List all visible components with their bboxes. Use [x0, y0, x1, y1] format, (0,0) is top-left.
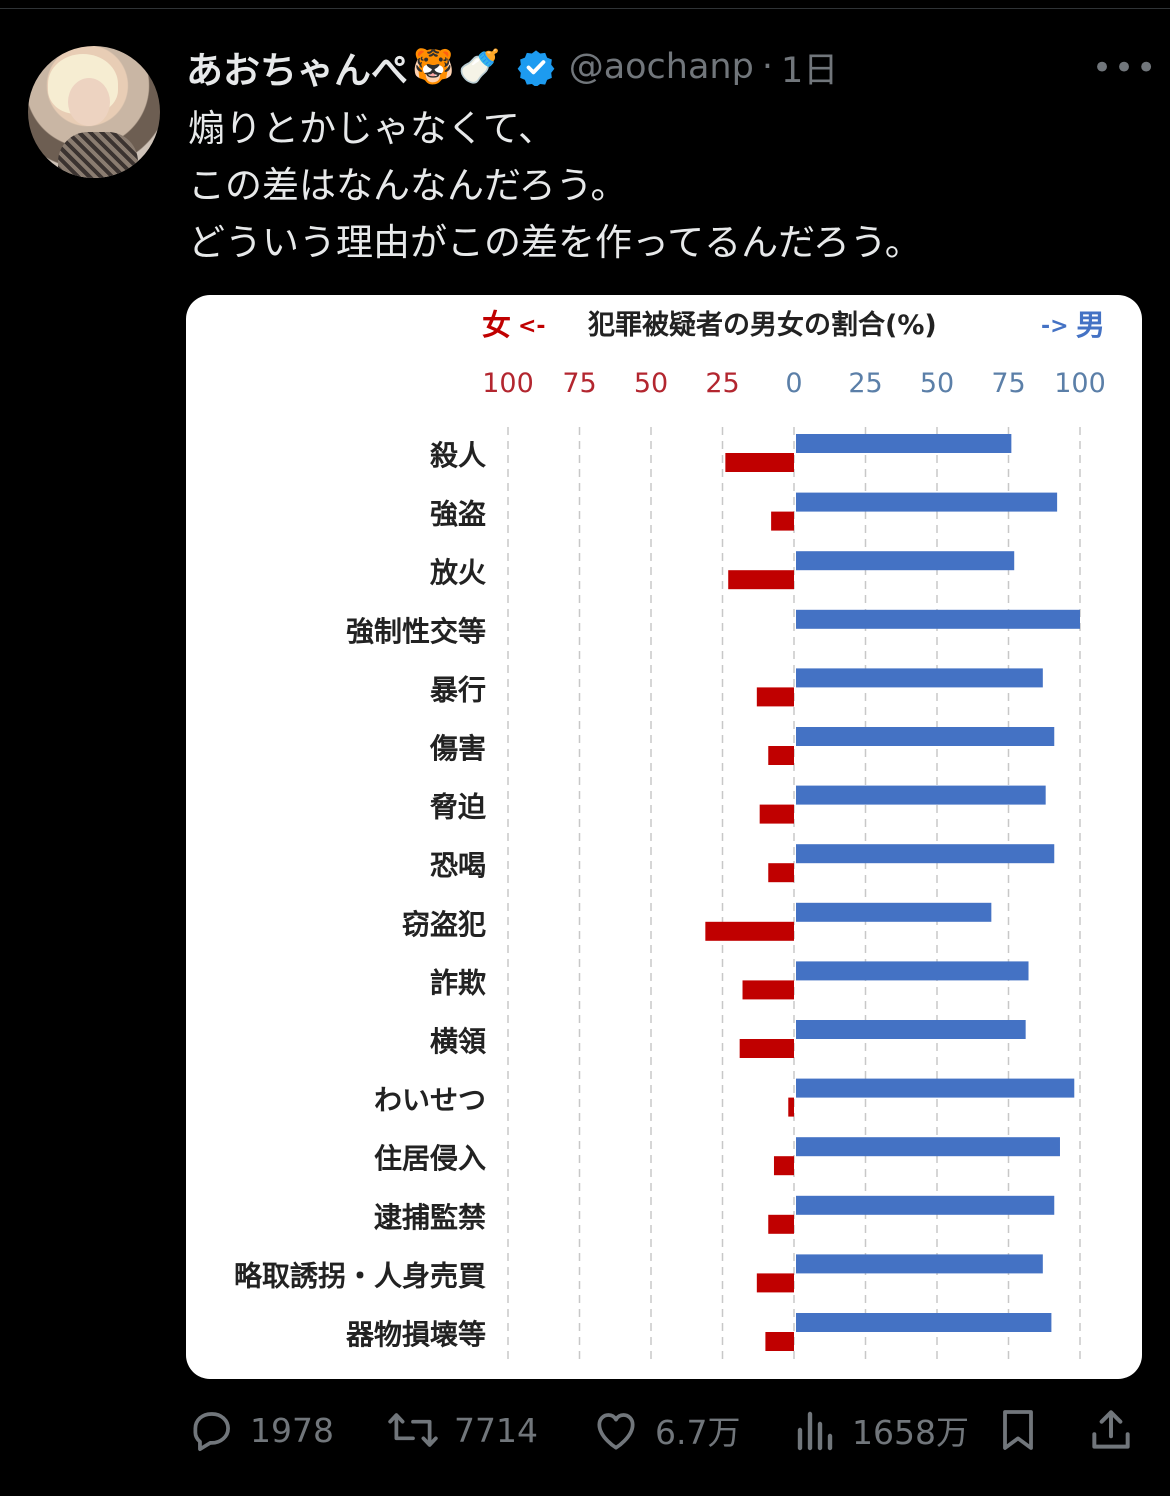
baby-bottle-emoji: 🍼 [458, 47, 501, 87]
male-bar [796, 434, 1012, 453]
heart-icon [597, 1413, 635, 1450]
female-bar [705, 921, 794, 941]
male-bar [796, 961, 1029, 981]
retweet-count: 7714 [454, 1410, 538, 1450]
category-label: 詐欺 [430, 966, 486, 999]
timestamp[interactable]: 1日 [780, 50, 839, 91]
male-bar [796, 1078, 1075, 1098]
female-bar [788, 1097, 794, 1117]
female-tick-label: 25 [705, 368, 739, 399]
reply-button[interactable]: 1978 [186, 1398, 334, 1462]
male-tick-label: 100 [1054, 368, 1106, 399]
category-label: 脅迫 [429, 791, 486, 824]
share-icon [1092, 1410, 1130, 1449]
avatar-clothing [58, 132, 138, 178]
retweet-icon [388, 1413, 438, 1447]
tweet-line-1: 煽りとかじゃなくて、 [188, 107, 556, 150]
chart-image[interactable]: 女 <- 犯罪被疑者の男女の割合(%) -> 男 100 75 50 25 0 25 50 7… [186, 295, 1142, 1379]
bookmark-button[interactable] [994, 1398, 1042, 1462]
top-divider [0, 8, 1170, 9]
category-label: 器物損壊等 [345, 1318, 486, 1351]
category-label: 放火 [429, 556, 486, 589]
male-tick-label: 0 [785, 368, 802, 399]
male-bar [796, 492, 1058, 512]
female-bar [728, 570, 794, 590]
male-bar [796, 844, 1055, 864]
views-count: 1658万 [852, 1413, 969, 1452]
female-bar [768, 863, 794, 883]
reply-count: 1978 [250, 1410, 334, 1450]
category-label: 強制性交等 [346, 615, 486, 648]
female-bar [768, 746, 794, 765]
male-bar [796, 1254, 1043, 1274]
male-bar [796, 551, 1015, 571]
female-bar [768, 1214, 794, 1234]
male-bar [796, 668, 1043, 688]
category-label: 恐喝 [430, 849, 486, 882]
views-icon [797, 1411, 833, 1451]
tweet-line-3: どういう理由がこの差を作ってるんだろう。 [188, 221, 922, 264]
female-tick-label: 100 [482, 368, 534, 399]
female-bar [742, 980, 794, 1000]
male-bar [796, 1313, 1052, 1332]
male-bar [796, 1020, 1026, 1039]
verified-badge-icon[interactable] [517, 48, 555, 88]
category-label: 窃盗犯 [402, 908, 486, 941]
category-label: 暴行 [430, 673, 486, 706]
action-bar: 1978 7714 6.7万 1658万 [186, 1398, 1146, 1462]
male-bar [796, 785, 1046, 805]
tweet-text: 煽りとかじゃなくて、 この差はなんなんだろう。 どういう理由がこの差を作ってるん… [188, 100, 922, 271]
category-label: 傷害 [429, 732, 486, 765]
male-legend-label: 男 [1076, 308, 1105, 342]
category-label: 強盗 [430, 498, 486, 531]
female-bar [756, 1273, 794, 1293]
female-tick-label: 50 [634, 368, 668, 399]
female-bar [739, 1039, 794, 1058]
handle[interactable]: @aochanp [568, 47, 754, 87]
avatar[interactable] [28, 46, 160, 178]
male-bar [796, 727, 1055, 746]
category-label: 横領 [430, 1025, 486, 1058]
separator-dot: · [761, 47, 773, 87]
female-bar [771, 511, 794, 531]
avatar-face [68, 78, 110, 126]
more-icon[interactable]: ••• [1092, 48, 1159, 88]
category-label: 殺人 [430, 439, 486, 472]
female-bar [773, 1156, 794, 1176]
female-bar [725, 453, 794, 472]
female-arrow: <- [518, 314, 546, 339]
like-count: 6.7万 [655, 1413, 741, 1452]
chart: 女 <- 犯罪被疑者の男女の割合(%) -> 男 100 75 50 25 0 25 50 7… [234, 308, 1106, 1365]
tweet-header: あおちゃんぺ 🐯 🍼 @aochanp · 1日 [186, 40, 838, 94]
reply-icon [193, 1412, 230, 1452]
female-bar [765, 1332, 794, 1351]
tweet-line-2: この差はなんなんだろう。 [188, 164, 628, 207]
chart-title: 犯罪被疑者の男女の割合(%) [588, 309, 937, 341]
category-label: 逮捕監禁 [374, 1201, 486, 1234]
male-bar [796, 1137, 1060, 1157]
male-tick-label: 25 [848, 368, 882, 399]
bookmark-icon [1003, 1410, 1033, 1450]
share-button[interactable] [1086, 1398, 1136, 1462]
male-bar [796, 902, 992, 922]
female-bar [756, 687, 794, 707]
male-tick-label: 75 [991, 368, 1025, 399]
female-bar [759, 804, 794, 824]
category-label: 住居侵入 [374, 1142, 486, 1175]
category-label: 略取誘拐・人身売買 [234, 1259, 486, 1292]
female-legend-label: 女 [482, 308, 511, 342]
retweet-button[interactable]: 7714 [386, 1398, 538, 1462]
views-button[interactable]: 1658万 [794, 1398, 969, 1462]
display-name[interactable]: あおちゃんぺ [186, 49, 408, 92]
male-bar [796, 1195, 1055, 1215]
like-button[interactable]: 6.7万 [591, 1398, 740, 1462]
category-label: わいせつ [374, 1084, 486, 1117]
female-tick-label: 75 [562, 368, 596, 399]
male-tick-label: 50 [920, 368, 954, 399]
male-bar [796, 609, 1080, 629]
tiger-emoji: 🐯 [412, 47, 455, 87]
male-arrow: -> [1041, 314, 1069, 339]
